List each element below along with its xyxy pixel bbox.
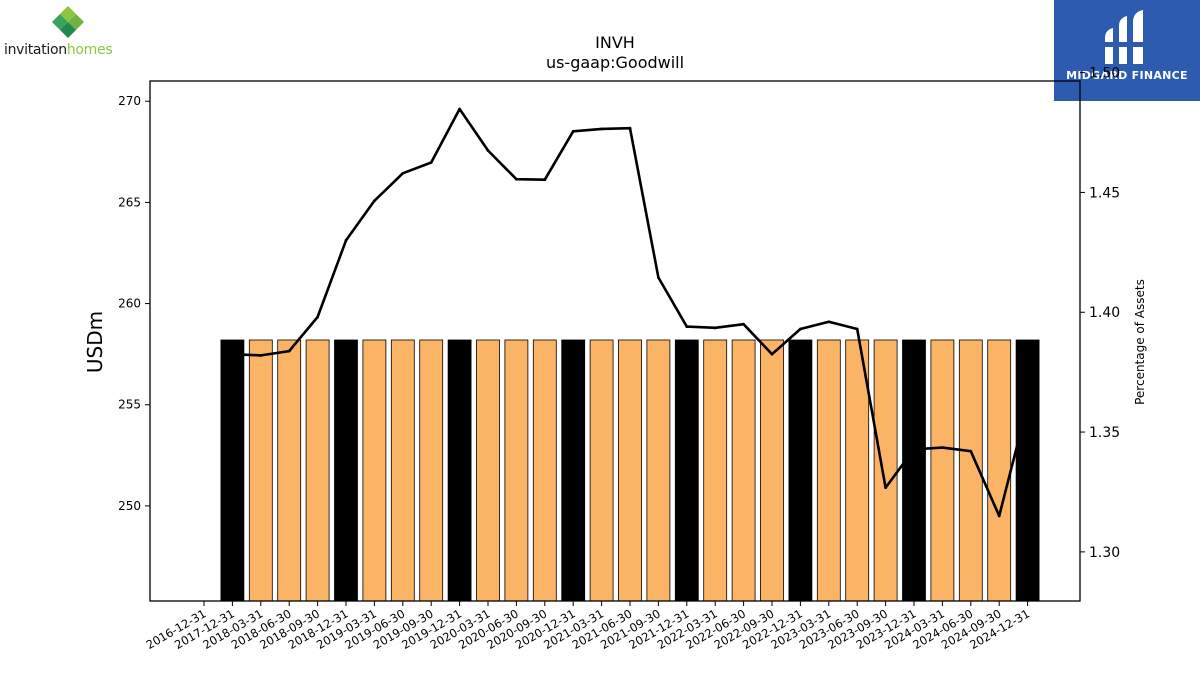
- chart-title: INVH: [595, 33, 635, 52]
- bar-2019-09-30: [419, 339, 444, 602]
- y2-tick-label-0: 1.30: [1089, 545, 1120, 561]
- line-point-2017-12-31: [231, 352, 234, 356]
- line-point-2022-06-30: [742, 322, 745, 326]
- logo-word-dark: invitation: [4, 42, 67, 58]
- y-axis-label: USDm: [83, 311, 107, 373]
- bar-2020-12-31: [561, 339, 586, 602]
- invitation-homes-logo: invitationhomes: [4, 4, 134, 60]
- bar-2019-06-30: [390, 339, 415, 602]
- line-point-2024-03-31: [941, 446, 944, 450]
- plot-frame: [149, 80, 1081, 602]
- y2-axis-label: Percentage of Assets: [1133, 279, 1147, 405]
- line-point-2021-03-31: [600, 127, 603, 131]
- bar-2018-12-31: [334, 339, 358, 602]
- bar-2024-12-31: [1015, 339, 1040, 602]
- bar-2021-12-31: [674, 339, 699, 602]
- bar-2020-09-30: [532, 339, 557, 602]
- chart-subtitle: us-gaap:Goodwill: [546, 53, 684, 72]
- bar-2022-09-30: [760, 339, 784, 602]
- y-tick-label-250: 250: [118, 499, 141, 513]
- line-point-2018-03-31: [259, 353, 263, 357]
- bar-2020-03-31: [476, 339, 500, 602]
- line-point-2021-12-31: [685, 325, 689, 329]
- line-point-2019-12-31: [458, 107, 461, 111]
- line-point-2018-09-30: [316, 315, 319, 319]
- bar-2021-06-30: [618, 339, 642, 602]
- y2-tick-label-3: 1.45: [1089, 185, 1120, 201]
- bar-2023-12-31: [902, 339, 926, 602]
- line-point-2022-12-31: [799, 327, 802, 331]
- bar-2022-06-30: [731, 339, 756, 602]
- y-tick-label-260: 260: [118, 297, 141, 311]
- line-point-2023-12-31: [912, 447, 916, 451]
- invitation-homes-wordmark: invitationhomes: [4, 42, 113, 58]
- bar-2022-03-31: [703, 339, 728, 602]
- bar-2017-12-31: [220, 339, 245, 602]
- logo-word-light: homes: [66, 42, 113, 58]
- y2-tick-label-4: 1.50: [1089, 66, 1120, 82]
- y-axis-ticks: 250 255 260 265 270: [118, 94, 150, 513]
- y2-axis-ticks: 1.30 1.35 1.40 1.45 1.50: [1080, 66, 1120, 561]
- line-point-2020-09-30: [543, 178, 547, 182]
- x-axis-ticks: 2016-12-312017-12-312018-03-312018-06-30…: [144, 601, 1032, 652]
- y-tick-label-270: 270: [118, 94, 141, 108]
- line-point-2023-03-31: [827, 320, 831, 324]
- bar-2019-03-31: [362, 339, 387, 602]
- line-point-2018-06-30: [287, 349, 291, 353]
- line-point-2019-06-30: [401, 171, 405, 175]
- line-point-2022-09-30: [770, 352, 774, 356]
- y2-tick-label-1: 1.35: [1089, 425, 1120, 441]
- midgard-finance-text: MIDGARD FINANCE: [1066, 69, 1188, 82]
- line-point-2024-12-31: [1026, 403, 1029, 406]
- line-point-2021-06-30: [628, 126, 632, 130]
- bar-2018-03-31: [248, 339, 273, 602]
- line-point-2019-03-31: [373, 199, 376, 203]
- y-tick-label-265: 265: [118, 195, 141, 209]
- bar-2020-06-30: [504, 339, 529, 602]
- bar-2021-09-30: [646, 339, 671, 602]
- bar-2023-09-30: [873, 339, 898, 602]
- bar-2024-03-31: [930, 339, 955, 602]
- line-point-2023-09-30: [884, 486, 887, 490]
- invitation-homes-logo-icon: [52, 6, 84, 38]
- line-point-2020-12-31: [571, 129, 575, 133]
- y-tick-label-255: 255: [118, 398, 141, 412]
- line-point-2022-03-31: [713, 326, 717, 330]
- line-point-2020-03-31: [486, 149, 490, 152]
- line-point-2024-09-30: [997, 514, 1001, 518]
- bar-2022-12-31: [788, 339, 813, 602]
- bar-2018-06-30: [277, 339, 302, 602]
- bar-2021-03-31: [589, 339, 614, 602]
- bars-group: [220, 339, 1040, 602]
- line-point-2023-06-30: [855, 327, 859, 331]
- line-group: [231, 107, 1029, 518]
- line-point-2024-06-30: [969, 449, 973, 453]
- line-point-2019-09-30: [429, 161, 433, 164]
- line-point-2018-12-31: [344, 238, 348, 242]
- midgard-finance-logo-icon: [1103, 10, 1147, 64]
- bar-2018-09-30: [305, 339, 330, 602]
- line-point-2021-09-30: [657, 276, 660, 279]
- midgard-finance-logo: MIDGARD FINANCE: [1054, 0, 1200, 101]
- line-point-2020-06-30: [515, 177, 518, 181]
- y2-tick-label-2: 1.40: [1089, 305, 1120, 321]
- bar-2019-12-31: [447, 339, 472, 602]
- bar-2024-09-30: [987, 339, 1012, 602]
- bar-2023-03-31: [816, 339, 841, 602]
